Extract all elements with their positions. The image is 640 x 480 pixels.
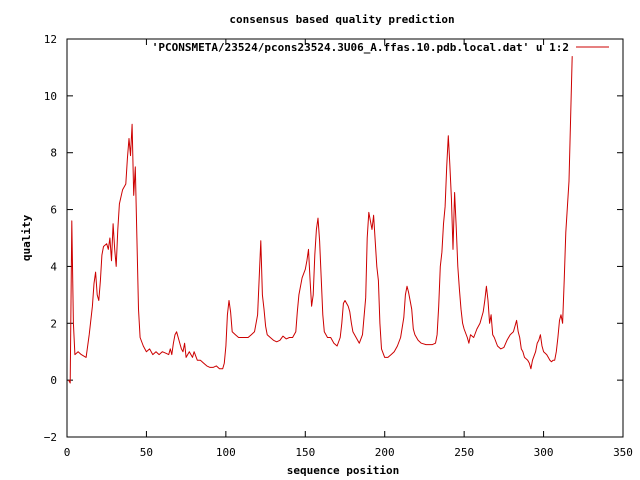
y-tick-label: 2 xyxy=(50,317,57,330)
y-tick-label: 12 xyxy=(44,33,57,46)
series-group xyxy=(68,56,573,384)
x-tick-label: 350 xyxy=(613,446,633,459)
y-axis-label: quality xyxy=(20,214,33,261)
legend-label: 'PCONSMETA/23524/pcons23524.3U06_A.ffas.… xyxy=(152,41,569,54)
y-tick-label: 6 xyxy=(50,204,57,217)
y-tick-label: 10 xyxy=(44,90,57,103)
y-tick-label: 8 xyxy=(50,147,57,160)
chart-title: consensus based quality prediction xyxy=(229,13,454,26)
y-tick-label: 4 xyxy=(50,260,57,273)
x-axis: 0 50 100 150 200 250 300 350 xyxy=(64,39,633,459)
x-axis-label: sequence position xyxy=(287,464,400,477)
x-tick-label: 100 xyxy=(216,446,236,459)
y-axis: −2 0 2 4 6 8 10 12 xyxy=(44,33,623,444)
x-tick-label: 250 xyxy=(454,446,474,459)
y-tick-label: 0 xyxy=(50,374,57,387)
x-tick-label: 200 xyxy=(375,446,395,459)
x-tick-label: 50 xyxy=(140,446,153,459)
plot-area-border xyxy=(66,38,624,438)
x-tick-label: 150 xyxy=(295,446,315,459)
legend: 'PCONSMETA/23524/pcons23524.3U06_A.ffas.… xyxy=(152,41,609,54)
series-line xyxy=(68,56,573,384)
y-tick-label: −2 xyxy=(44,431,57,444)
x-tick-label: 0 xyxy=(64,446,71,459)
x-tick-label: 300 xyxy=(534,446,554,459)
